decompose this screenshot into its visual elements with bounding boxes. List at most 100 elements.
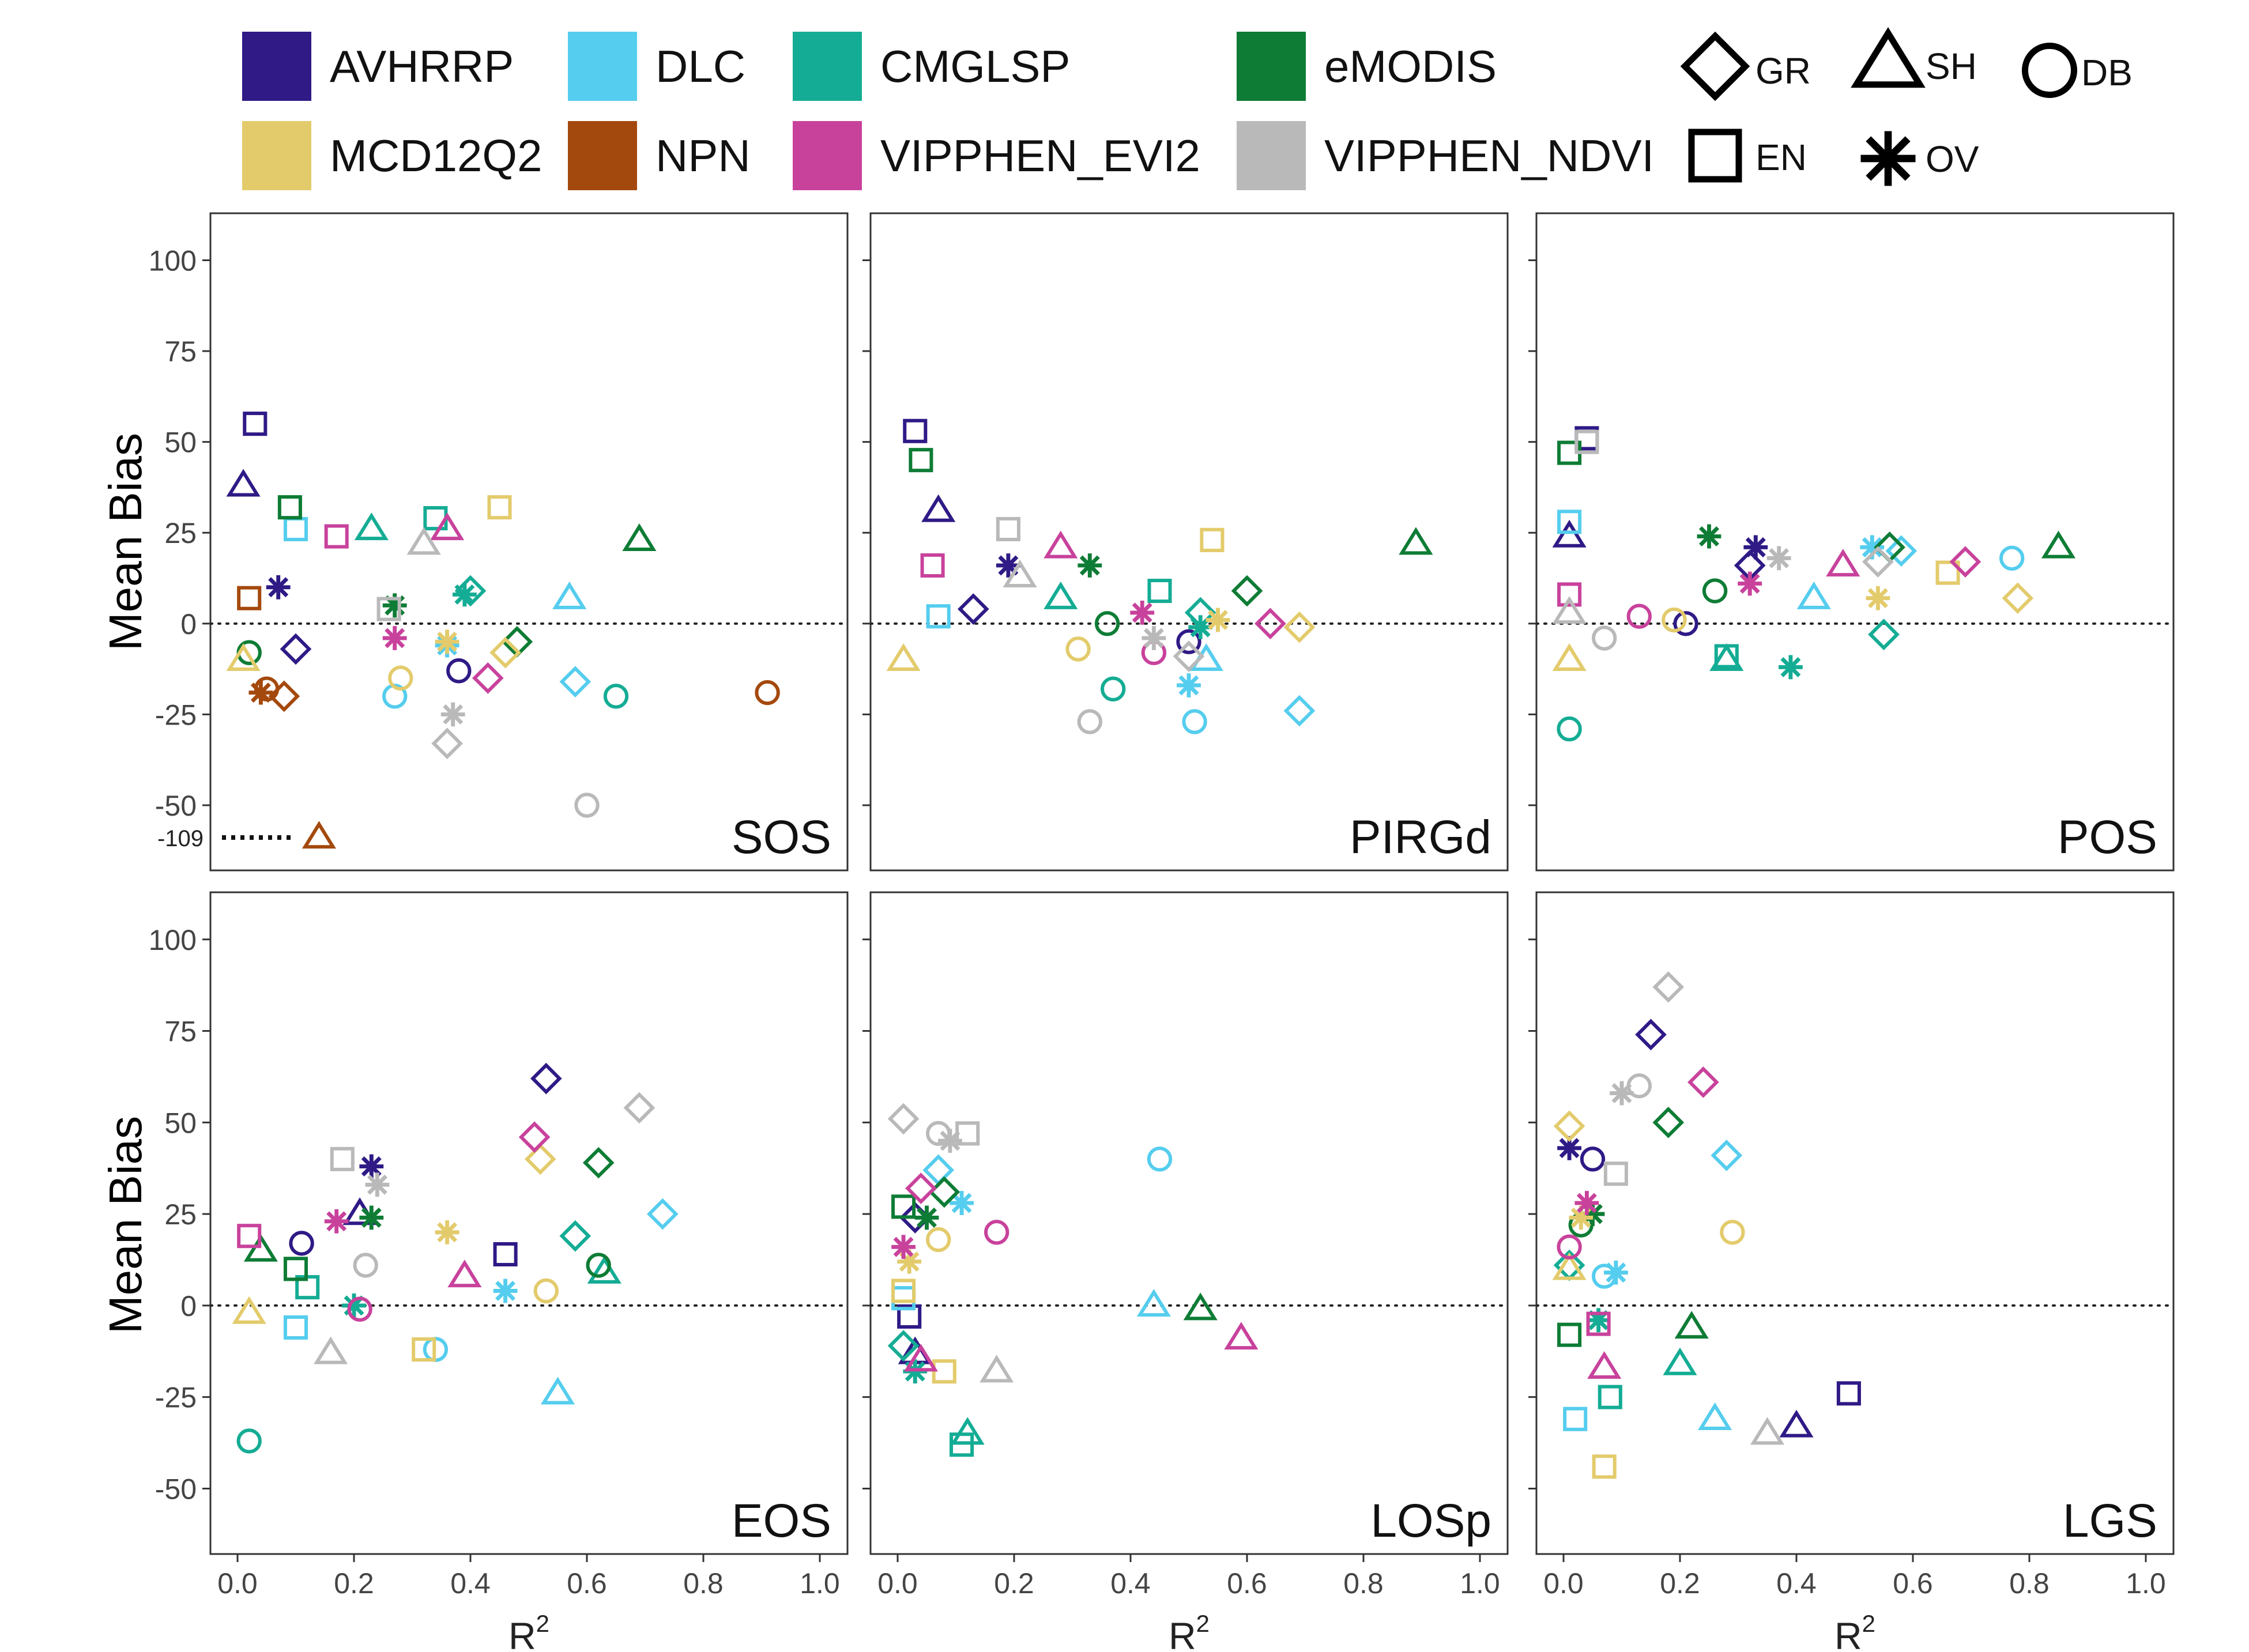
x-tick-label: 0.0 xyxy=(1543,1567,1584,1600)
point-dlc-circle xyxy=(1147,1146,1173,1172)
point-dlc-diamond xyxy=(646,1198,679,1230)
point-dlc-asterisk xyxy=(1604,1260,1628,1285)
panel-pirgd: PIRGd xyxy=(862,212,1509,872)
y-axis-label-bottom: Mean Bias xyxy=(100,1116,151,1334)
point-emodis-square xyxy=(891,1194,916,1219)
point-mcd12q2-asterisk xyxy=(1866,586,1890,610)
point-mcd12q2-triangle xyxy=(232,1296,266,1324)
legend-label-sh: SH xyxy=(1926,46,1977,87)
x-tick-label: 0.0 xyxy=(877,1567,918,1600)
point-vipphen_ndvi-diamond xyxy=(1173,640,1205,672)
x-tick-label: 0.8 xyxy=(1343,1567,1384,1600)
point-mcd12q2-circle xyxy=(1720,1220,1745,1245)
point-dlc-square xyxy=(926,604,951,629)
point-vipphen_evi2-square xyxy=(920,553,945,578)
y-tick-label: 100 xyxy=(149,924,197,956)
outlier-value-label: -109 xyxy=(157,826,204,851)
point-vipphen_evi2-circle xyxy=(984,1220,1009,1245)
point-vipphen_ndvi-square xyxy=(955,1121,980,1146)
point-vipphen_evi2-triangle xyxy=(903,1344,938,1372)
x-tick-label: 0.4 xyxy=(1776,1567,1817,1600)
panel-frame xyxy=(1535,891,2175,1555)
point-avhrrp-diamond xyxy=(280,633,312,665)
point-vipphen_ndvi-triangle xyxy=(1003,560,1037,588)
point-emodis-triangle xyxy=(1399,527,1433,555)
x-tick-label: 0.6 xyxy=(1893,1567,1933,1600)
panel-title: LOSp xyxy=(1370,1495,1491,1547)
x-tick-label: 1.0 xyxy=(800,1567,840,1600)
point-avhrrp-triangle xyxy=(921,494,956,522)
point-vipphen_ndvi-asterisk xyxy=(365,1172,390,1197)
panel-title: EOS xyxy=(732,1495,831,1547)
point-cmglsp-circle xyxy=(236,1428,262,1454)
point-dlc-diamond xyxy=(1711,1140,1743,1171)
point-vipphen_ndvi-diamond xyxy=(623,1092,656,1124)
point-npn-asterisk xyxy=(248,680,273,705)
legend-label-vipphen_ndvi: VIPPHEN_NDVI xyxy=(1324,130,1654,181)
legend: AVHRRP DLC CMGLSP eMODIS MCD12Q2 NPN VIPPHEN_E… xyxy=(242,27,2133,190)
point-cmglsp-asterisk xyxy=(453,582,477,607)
y-tick-label: -25 xyxy=(155,699,197,731)
legend-label-gr: GR xyxy=(1755,50,1811,92)
legend-swatch-emodis xyxy=(1237,32,1306,101)
point-cmglsp-asterisk xyxy=(342,1293,366,1318)
point-avhrrp-triangle xyxy=(226,469,261,497)
point-cmglsp-triangle xyxy=(1663,1347,1697,1375)
panel-sos: -50 -25 0 25 50 75 100 -109 SOS xyxy=(149,212,849,872)
point-vipphen_ndvi-square xyxy=(996,516,1020,541)
point-vipphen_ndvi-square xyxy=(1603,1161,1628,1186)
point-mcd12q2-circle xyxy=(388,665,413,691)
point-vipphen_evi2-square xyxy=(1557,582,1582,607)
point-avhrrp-circle xyxy=(1673,611,1698,636)
legend-swatch-vipphen_evi2 xyxy=(793,121,862,190)
point-vipphen_ndvi-circle xyxy=(1626,1073,1652,1099)
point-avhrrp-asterisk xyxy=(1557,1136,1581,1160)
point-mcd12q2-square xyxy=(891,1278,916,1303)
axis-labels: Mean Bias Mean Bias xyxy=(100,433,151,1334)
point-vipphen_evi2-circle xyxy=(1557,1234,1582,1259)
point-mcd12q2-circle xyxy=(1065,636,1091,662)
point-vipphen_ndvi-circle xyxy=(1077,709,1103,734)
point-dlc-diamond xyxy=(559,666,592,698)
point-mcd12q2-circle xyxy=(533,1278,559,1304)
panel-title: SOS xyxy=(732,811,831,863)
point-vipphen_evi2-asterisk xyxy=(891,1235,916,1259)
point-vipphen_ndvi-asterisk xyxy=(440,702,465,727)
point-mcd12q2-asterisk xyxy=(897,1249,922,1274)
point-vipphen_ndvi-asterisk xyxy=(1142,626,1166,650)
point-mcd12q2-asterisk xyxy=(435,629,459,654)
x-axis-label-superscript: 2 xyxy=(536,1610,549,1637)
y-tick-label: 50 xyxy=(164,427,197,459)
panel-eos: -50 -25 0 25 50 75 100 0.0 0.2 0.4 0.6 0.8 1.0 R2 EOS xyxy=(149,891,849,1652)
point-vipphen_evi2-square xyxy=(1586,1311,1611,1336)
point-mcd12q2-asterisk xyxy=(1569,1205,1593,1230)
point-vipphen_ndvi-diamond xyxy=(1652,971,1685,1003)
point-dlc-square xyxy=(1557,510,1582,534)
point-vipphen_evi2-diamond xyxy=(905,1172,937,1205)
panel-frame xyxy=(869,212,1509,872)
legend-label-emodis: eMODIS xyxy=(1324,41,1497,92)
point-vipphen_evi2-asterisk xyxy=(1130,601,1155,625)
point-emodis-square xyxy=(1557,1322,1582,1347)
legend-triangle-icon xyxy=(1851,27,1926,88)
legend-square-icon xyxy=(1688,129,1742,183)
point-cmglsp-triangle xyxy=(1043,581,1078,609)
point-emodis-triangle xyxy=(1674,1311,1709,1339)
point-avhrrp-asterisk xyxy=(996,553,1020,578)
point-vipphen_evi2-circle xyxy=(347,1296,372,1322)
point-vipphen_evi2-asterisk xyxy=(1738,571,1762,596)
y-tick-label: -25 xyxy=(155,1382,197,1414)
point-cmglsp-square xyxy=(1598,1385,1622,1409)
point-avhrrp-circle xyxy=(446,658,472,684)
point-vipphen_evi2-triangle xyxy=(1587,1351,1622,1379)
point-mcd12q2-square xyxy=(412,1337,436,1362)
point-avhrrp-diamond xyxy=(1635,1019,1667,1051)
point-vipphen_evi2-triangle xyxy=(430,512,465,541)
point-mcd12q2-circle xyxy=(1662,607,1687,633)
x-tick-label: 0.8 xyxy=(683,1567,724,1600)
point-mcd12q2-diamond xyxy=(524,1143,556,1175)
point-avhrrp-asterisk xyxy=(1743,535,1768,560)
point-npn-circle xyxy=(755,680,780,706)
point-avhrrp-square xyxy=(1836,1381,1861,1406)
